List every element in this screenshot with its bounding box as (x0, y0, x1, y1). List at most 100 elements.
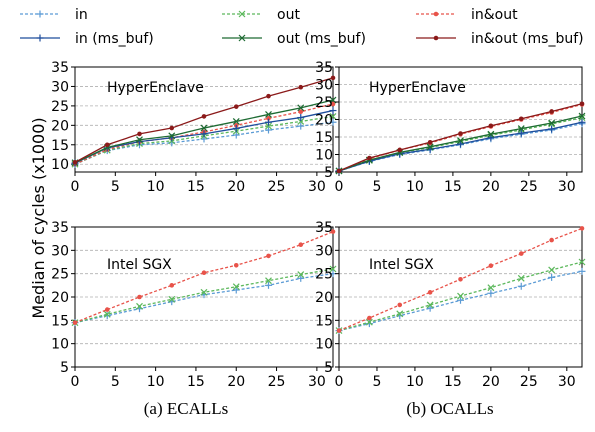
legend: in out in&out in (ms_buf) out (ms_buf) in&out… (20, 7, 584, 47)
data-point (487, 289, 495, 297)
x-tick-label: 0 (71, 374, 80, 390)
data-point (548, 273, 556, 281)
x-tick-label: 30 (308, 179, 326, 195)
x-tick-label: 20 (482, 179, 500, 195)
y-tick-label: 35 (51, 220, 69, 236)
x-tick-label: 20 (227, 179, 245, 195)
data-point (169, 283, 175, 288)
data-point (72, 159, 78, 165)
data-point (265, 122, 272, 130)
data-point (168, 132, 176, 140)
x-tick-label: 0 (335, 374, 344, 390)
series-inout (336, 226, 585, 333)
legend-marker (36, 34, 44, 42)
caption-ecalls: (a) ECALLs (144, 399, 229, 418)
data-point (298, 109, 304, 115)
series-line (338, 103, 583, 172)
data-point (266, 93, 271, 99)
y-tick-label: 5 (60, 360, 69, 376)
data-point (329, 118, 337, 126)
y-tick-label: 25 (315, 95, 333, 111)
data-point (233, 104, 239, 109)
data-point (329, 265, 337, 273)
y-tick-label: 10 (51, 157, 69, 173)
data-point (458, 131, 463, 136)
data-point (548, 119, 556, 127)
data-point (549, 237, 554, 243)
x-tick-label: 5 (111, 179, 120, 195)
data-point (549, 109, 554, 114)
data-point (136, 302, 143, 310)
data-point (517, 125, 525, 133)
series-out (335, 258, 586, 335)
y-tick-label: 30 (315, 243, 333, 259)
data-point (426, 301, 434, 309)
data-point (330, 101, 336, 107)
y-tick-label: 30 (51, 79, 69, 95)
data-point (367, 155, 372, 161)
legend-marker (238, 10, 246, 18)
data-point (266, 116, 271, 121)
data-point (579, 101, 585, 107)
y-tick-label: 20 (315, 290, 333, 306)
data-point (103, 312, 111, 320)
data-point (579, 226, 585, 231)
panel-annotation: Intel SGX (369, 257, 434, 273)
y-tick-label: 25 (51, 99, 69, 115)
data-point (200, 130, 208, 138)
series-inout-ms (336, 101, 585, 174)
x-tick-label: 0 (335, 179, 344, 195)
data-point (233, 262, 239, 268)
caption-ocalls: (b) OCALLs (406, 399, 493, 418)
x-tick-label: 20 (482, 374, 500, 390)
legend-label: in (75, 7, 88, 23)
data-point (72, 320, 78, 325)
data-point (397, 302, 403, 308)
data-point (578, 114, 586, 122)
legend-label: in (ms_buf) (75, 31, 154, 47)
data-point (518, 251, 524, 256)
data-point (365, 318, 373, 326)
data-point (578, 258, 586, 266)
data-point (169, 125, 175, 131)
x-tick-label: 15 (187, 179, 205, 195)
legend-item-out-ms: out (ms_buf) (222, 31, 366, 47)
data-point (427, 290, 433, 295)
series-inout-ms (72, 75, 336, 165)
data-point (336, 328, 342, 333)
y-tick-label: 10 (51, 337, 69, 353)
x-tick-label: 5 (373, 179, 382, 195)
x-tick-label: 10 (406, 179, 424, 195)
data-point (578, 118, 586, 126)
data-point (297, 118, 305, 125)
data-point (201, 270, 207, 276)
legend-label: in&out (471, 7, 518, 23)
y-tick-label: 10 (315, 148, 333, 164)
data-point (297, 271, 305, 279)
data-point (330, 75, 336, 81)
x-tick-label: 30 (558, 179, 576, 195)
data-point (578, 112, 586, 120)
y-tick-label: 20 (51, 118, 69, 134)
y-tick-label: 35 (51, 60, 69, 76)
data-point (297, 104, 305, 112)
series-in (71, 270, 337, 327)
x-tick-label: 15 (187, 374, 205, 390)
data-point (265, 111, 272, 118)
y-tick-label: 35 (315, 60, 333, 76)
data-point (457, 292, 464, 300)
data-point (457, 140, 464, 148)
x-tick-label: 10 (147, 374, 165, 390)
series-line (74, 115, 334, 165)
data-point (427, 139, 433, 145)
y-tick-label: 5 (324, 360, 333, 376)
y-tick-label: 20 (315, 113, 333, 129)
y-tick-label: 15 (315, 130, 333, 146)
x-tick-label: 10 (147, 179, 165, 195)
legend-item-inout: in&out (416, 7, 518, 23)
data-point (266, 253, 271, 259)
y-axis-label: Median of cycles (x1000) (29, 117, 48, 318)
